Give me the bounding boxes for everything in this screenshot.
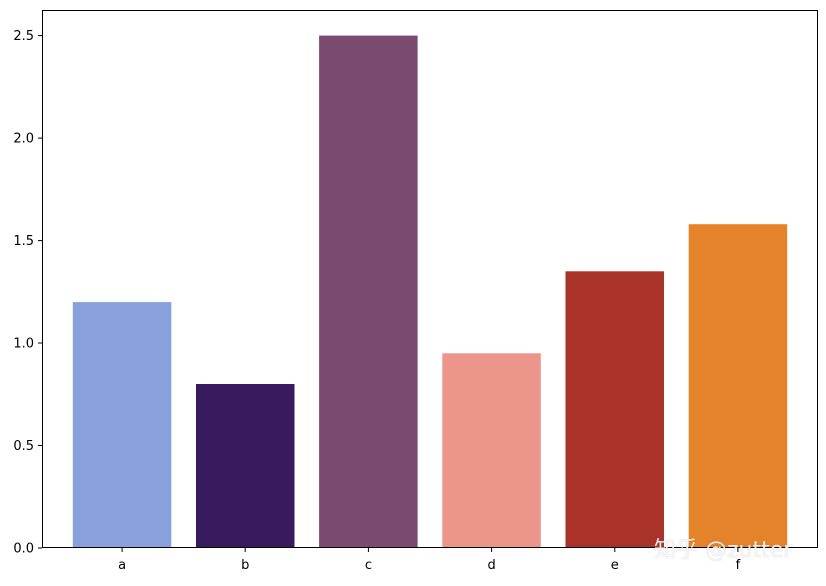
y-tick-label: 0.5 [13,439,34,454]
y-tick-label: 0.0 [13,542,34,557]
bar-f [688,224,788,548]
y-axis: 0.0 0.5 1.0 1.5 2.0 2.5 [13,29,42,557]
y-tick-label: 2.5 [13,29,34,44]
x-tick-label: e [611,558,619,573]
bar-b [196,384,295,548]
y-tick-label: 1.0 [13,337,34,352]
y-tick-label: 1.5 [13,234,34,249]
x-axis: a b c d e f [118,548,741,573]
bars-group [72,35,788,549]
bar-d [442,353,541,548]
y-tick-label: 2.0 [13,132,34,147]
plot-frame [42,10,818,548]
x-tick-label: b [241,558,249,573]
x-tick-label: c [365,558,372,573]
x-tick-label: d [487,558,495,573]
x-tick-label: f [736,558,741,573]
bar-a [72,302,172,548]
bar-e [565,271,664,548]
x-tick-label: a [118,558,126,573]
bar-c [319,35,418,549]
